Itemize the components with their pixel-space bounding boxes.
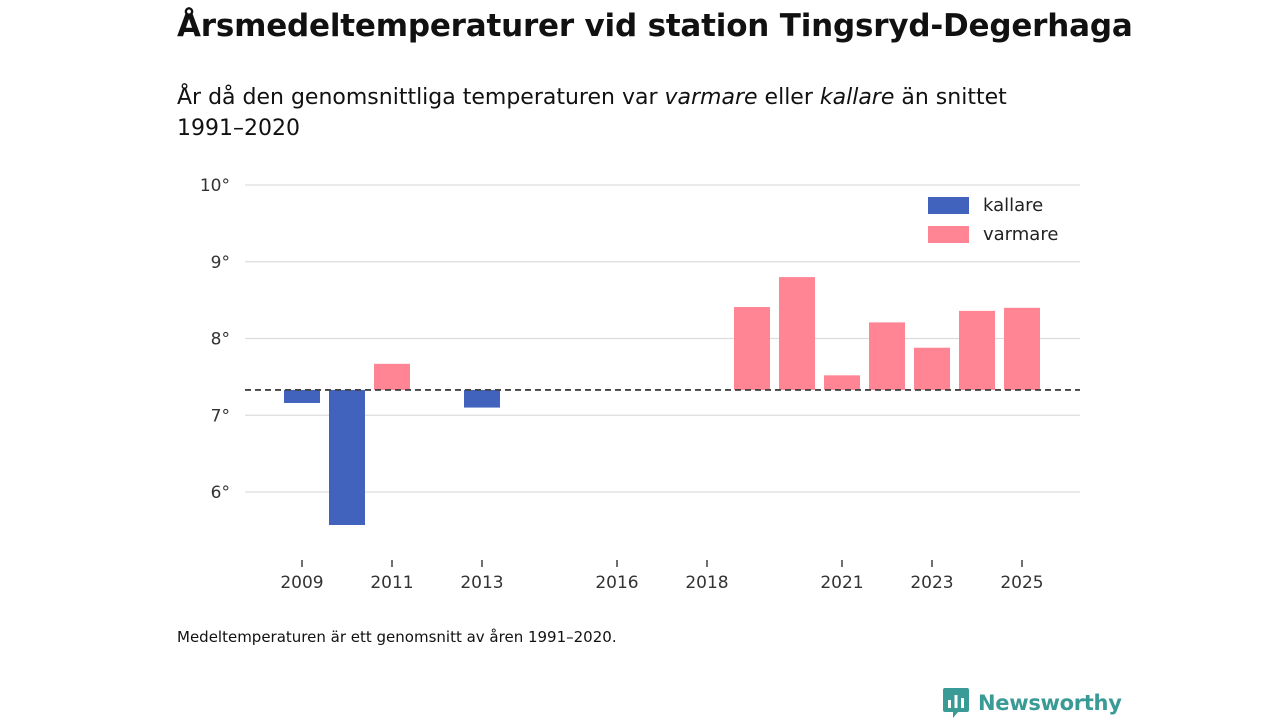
- x-tick-label: 2009: [280, 573, 323, 593]
- bar-2020[interactable]: [779, 277, 815, 390]
- y-tick-label: 8°: [211, 330, 230, 350]
- bar-2011[interactable]: [374, 363, 410, 390]
- bar-2021[interactable]: [824, 375, 860, 390]
- legend-swatch-varmare: [928, 226, 969, 243]
- y-tick-label: 6°: [211, 483, 230, 503]
- x-tick-label: 2018: [685, 573, 728, 593]
- brand-logo[interactable]: Newsworthy: [942, 686, 1122, 720]
- y-tick-label: 9°: [211, 253, 230, 273]
- x-axis-ticks: 2009 2011 2013 2016 2018 2021 2023 2025: [280, 560, 1044, 593]
- bar-2023[interactable]: [914, 347, 950, 390]
- bar-2024[interactable]: [959, 310, 995, 390]
- legend: kallare varmare: [928, 195, 1058, 245]
- y-tick-label: 7°: [211, 406, 230, 426]
- bar-2013[interactable]: [464, 389, 500, 408]
- bar-2022[interactable]: [869, 322, 905, 390]
- y-tick-label: 10°: [200, 176, 230, 196]
- bar-2019[interactable]: [734, 307, 770, 390]
- bar-2009[interactable]: [284, 389, 320, 403]
- subtitle-cold-word: kallare: [819, 85, 895, 110]
- subtitle-warm-word: varmare: [664, 85, 758, 110]
- chart-title: Årsmedeltemperaturer vid station Tingsry…: [177, 8, 1133, 44]
- newsworthy-logo-icon: [943, 688, 969, 718]
- x-tick-label: 2011: [370, 573, 413, 593]
- y-axis-ticks: 6° 7° 8° 9° 10°: [200, 176, 230, 503]
- x-tick-label: 2016: [595, 573, 638, 593]
- x-tick-label: 2021: [820, 573, 863, 593]
- brand-name: Newsworthy: [978, 691, 1122, 715]
- legend-swatch-kallare: [928, 197, 969, 214]
- legend-label-kallare: kallare: [983, 195, 1043, 216]
- x-tick-label: 2025: [1000, 573, 1043, 593]
- bars: [284, 277, 1040, 526]
- gridlines: [245, 184, 1080, 493]
- legend-label-varmare: varmare: [983, 224, 1058, 245]
- x-tick-label: 2013: [460, 573, 503, 593]
- bar-2010[interactable]: [329, 389, 365, 526]
- bar-2025[interactable]: [1004, 307, 1040, 390]
- subtitle-text-3: än snittet 1991–2020: [177, 85, 1007, 141]
- footnote: Medeltemperaturen är ett genomsnitt av å…: [177, 628, 617, 646]
- x-tick-label: 2023: [910, 573, 953, 593]
- subtitle-text-2: eller: [757, 85, 820, 110]
- chart-subtitle: År då den genomsnittliga temperaturen va…: [177, 82, 1057, 144]
- subtitle-text-1: År då den genomsnittliga temperaturen va…: [177, 85, 665, 110]
